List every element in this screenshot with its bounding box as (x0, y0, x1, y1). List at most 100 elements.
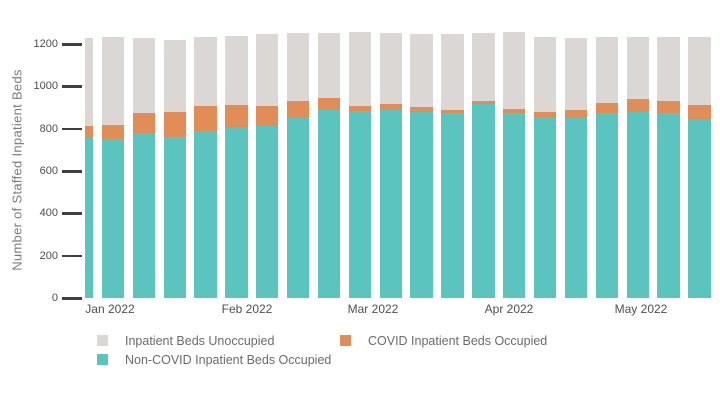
x-tick-label: May 2022 (614, 302, 668, 316)
bar-segment-covid-occupied[interactable] (101, 124, 125, 139)
bar-week-17[interactable] (564, 28, 588, 298)
y-tick-mark (62, 254, 82, 258)
bar-segment-unoccupied[interactable] (472, 33, 495, 102)
bar-segment-non-covid-occupied[interactable] (441, 113, 464, 298)
bar-segment-unoccupied[interactable] (657, 37, 680, 101)
legend-swatch-unoccupied (97, 335, 108, 346)
bar-segment-unoccupied[interactable] (256, 33, 279, 106)
bar-week-6[interactable] (225, 28, 248, 298)
bar-segment-non-covid-occupied[interactable] (533, 117, 557, 298)
bar-segment-unoccupied[interactable] (132, 38, 155, 114)
bar-segment-covid-occupied[interactable] (163, 112, 186, 138)
y-tick-mark (62, 127, 82, 131)
bar-segment-covid-occupied[interactable] (564, 110, 588, 119)
x-tick-label: Apr 2022 (484, 302, 534, 316)
bar-segment-unoccupied[interactable] (101, 37, 125, 125)
bar-segment-non-covid-occupied[interactable] (101, 138, 125, 298)
x-tick-label: Feb 2022 (221, 302, 273, 316)
bar-segment-unoccupied[interactable] (287, 32, 310, 102)
bar-week-3[interactable] (132, 28, 155, 298)
bar-segment-unoccupied[interactable] (441, 34, 464, 110)
bar-segment-unoccupied[interactable] (410, 34, 433, 108)
bar-segment-covid-occupied[interactable] (503, 108, 526, 113)
bar-week-13[interactable] (441, 28, 464, 298)
bar-segment-covid-occupied[interactable] (657, 100, 680, 114)
y-tick-mark (62, 212, 82, 215)
bar-segment-non-covid-occupied[interactable] (595, 112, 619, 298)
bar-segment-unoccupied[interactable] (564, 38, 588, 110)
bar-segment-non-covid-occupied[interactable] (287, 118, 310, 298)
bar-week-5[interactable] (194, 28, 217, 298)
bar-week-7[interactable] (256, 28, 279, 298)
y-tick-label: 200 (39, 249, 58, 262)
bar-week-8[interactable] (287, 28, 310, 298)
bar-segment-non-covid-occupied[interactable] (503, 112, 526, 298)
bar-segment-non-covid-occupied[interactable] (657, 113, 680, 298)
bar-segment-unoccupied[interactable] (688, 36, 711, 105)
y-tick-label: 400 (39, 207, 58, 220)
bar-segment-non-covid-occupied[interactable] (317, 110, 341, 298)
bar-segment-non-covid-occupied[interactable] (688, 119, 711, 298)
bar-segment-non-covid-occupied[interactable] (132, 133, 155, 298)
bar-week-1[interactable] (85, 28, 94, 298)
bar-segment-unoccupied[interactable] (163, 40, 186, 113)
bar-segment-unoccupied[interactable] (194, 36, 217, 107)
bar-week-10[interactable] (348, 28, 372, 298)
bar-segment-covid-occupied[interactable] (256, 105, 279, 126)
bar-week-11[interactable] (379, 28, 402, 298)
y-tick-mark (62, 43, 82, 46)
bar-segment-non-covid-occupied[interactable] (163, 137, 186, 298)
y-tick-label: 1200 (33, 38, 58, 50)
bar-segment-covid-occupied[interactable] (472, 101, 495, 105)
bar-segment-covid-occupied[interactable] (348, 106, 372, 112)
bar-week-20[interactable] (657, 28, 680, 298)
bar-week-12[interactable] (410, 28, 433, 298)
bar-week-2[interactable] (101, 28, 125, 298)
bar-segment-covid-occupied[interactable] (410, 107, 433, 112)
bar-segment-non-covid-occupied[interactable] (626, 111, 649, 298)
bar-segment-unoccupied[interactable] (503, 31, 526, 109)
bar-week-21[interactable] (688, 28, 711, 298)
bar-segment-non-covid-occupied[interactable] (256, 125, 279, 298)
bar-segment-unoccupied[interactable] (225, 35, 248, 106)
bar-segment-non-covid-occupied[interactable] (85, 138, 94, 298)
bar-segment-covid-occupied[interactable] (595, 102, 619, 113)
bar-segment-unoccupied[interactable] (379, 33, 402, 105)
bar-week-14[interactable] (472, 28, 495, 298)
bar-week-4[interactable] (163, 28, 186, 298)
legend-swatch-noncovid (97, 354, 108, 365)
bar-segment-covid-occupied[interactable] (85, 125, 94, 139)
bar-segment-covid-occupied[interactable] (379, 104, 402, 110)
bar-segment-unoccupied[interactable] (626, 37, 649, 100)
bar-segment-unoccupied[interactable] (595, 37, 619, 103)
bar-segment-covid-occupied[interactable] (533, 111, 557, 118)
bar-segment-covid-occupied[interactable] (287, 101, 310, 119)
bar-segment-covid-occupied[interactable] (688, 104, 711, 120)
bar-segment-non-covid-occupied[interactable] (194, 131, 217, 298)
bar-week-16[interactable] (533, 28, 557, 298)
bar-week-19[interactable] (626, 28, 649, 298)
legend-item-noncovid[interactable]: Non-COVID Inpatient Beds Occupied (97, 353, 331, 367)
legend-item-unoccupied[interactable]: Inpatient Beds Unoccupied (97, 334, 274, 348)
bar-segment-covid-occupied[interactable] (441, 110, 464, 114)
bar-segment-unoccupied[interactable] (317, 33, 341, 98)
bar-segment-non-covid-occupied[interactable] (472, 104, 495, 298)
bar-segment-covid-occupied[interactable] (132, 113, 155, 134)
bar-segment-non-covid-occupied[interactable] (379, 110, 402, 298)
y-tick-label: 800 (39, 122, 58, 135)
bar-segment-covid-occupied[interactable] (317, 97, 341, 110)
bar-week-15[interactable] (503, 28, 526, 298)
bar-segment-covid-occupied[interactable] (626, 99, 649, 112)
bar-segment-covid-occupied[interactable] (225, 105, 248, 128)
bar-segment-non-covid-occupied[interactable] (564, 118, 588, 298)
bar-week-9[interactable] (317, 28, 341, 298)
bar-segment-unoccupied[interactable] (533, 36, 557, 112)
bar-segment-non-covid-occupied[interactable] (410, 111, 433, 298)
bar-segment-unoccupied[interactable] (85, 37, 94, 126)
bar-segment-non-covid-occupied[interactable] (225, 127, 248, 298)
bar-segment-non-covid-occupied[interactable] (348, 111, 372, 298)
bar-week-18[interactable] (595, 28, 619, 298)
bar-segment-covid-occupied[interactable] (194, 106, 217, 132)
legend-item-covid[interactable]: COVID Inpatient Beds Occupied (340, 334, 547, 348)
bar-segment-unoccupied[interactable] (348, 31, 372, 107)
